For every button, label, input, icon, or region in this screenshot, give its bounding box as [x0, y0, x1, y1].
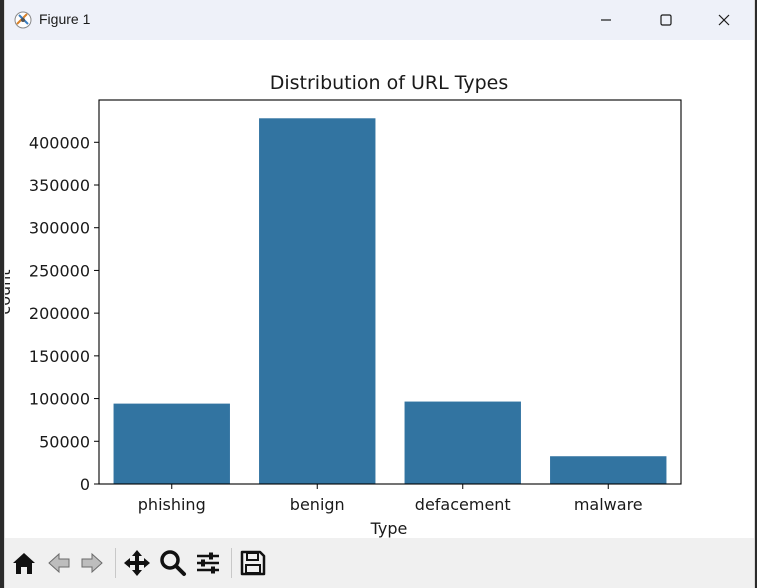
bar-chart: Distribution of URL Types 0 50000 100000 15…: [5, 72, 682, 538]
title-bar: Figure 1: [5, 0, 754, 40]
x-tick-label: phishing: [138, 495, 206, 514]
zoom-magnifier-icon: [160, 550, 186, 576]
figure-window: Figure 1 Distribution of URL Types 0 5000…: [4, 0, 755, 588]
matplotlib-figure-icon: [13, 10, 33, 30]
bar-defacement: [404, 401, 521, 484]
navigation-toolbar: [5, 538, 754, 588]
toolbar-separator: [231, 548, 232, 578]
x-tick-label: benign: [290, 495, 345, 514]
y-axis-label: count: [5, 269, 14, 314]
maximize-button[interactable]: [643, 0, 689, 40]
pan-move-icon: [124, 550, 150, 576]
back-button[interactable]: [42, 546, 76, 580]
minimize-icon: [601, 19, 611, 21]
bar-benign: [259, 118, 376, 484]
home-button[interactable]: [7, 546, 41, 580]
figure-canvas[interactable]: Distribution of URL Types 0 50000 100000 15…: [5, 40, 754, 538]
axes-frame: [98, 99, 682, 485]
y-tick-label: 250000: [29, 261, 90, 280]
y-tick-label: 0: [80, 475, 90, 494]
maximize-icon: [660, 14, 672, 26]
configure-subplots-button[interactable]: [191, 546, 225, 580]
y-tick-label: 150000: [29, 347, 90, 366]
chart-title: Distribution of URL Types: [270, 72, 509, 94]
x-tick-label: defacement: [415, 495, 511, 514]
home-icon: [13, 553, 35, 574]
y-tick-label: 100000: [29, 390, 90, 409]
pan-button[interactable]: [120, 546, 154, 580]
x-tick-label: malware: [574, 495, 643, 514]
window-title: Figure 1: [39, 11, 91, 27]
back-arrow-icon: [48, 552, 70, 574]
y-tick-label: 350000: [29, 176, 90, 195]
y-tick-label: 50000: [39, 432, 90, 451]
save-floppy-icon: [240, 550, 266, 576]
close-button[interactable]: [701, 0, 747, 40]
save-button[interactable]: [236, 546, 270, 580]
y-tick-label: 300000: [29, 219, 90, 238]
bar-phishing: [113, 403, 230, 484]
forward-arrow-icon: [81, 552, 103, 574]
minimize-button[interactable]: [583, 0, 629, 40]
toolbar-separator: [115, 548, 116, 578]
x-axis-label: Type: [370, 519, 408, 538]
y-tick-label: 400000: [29, 133, 90, 152]
bar-malware: [550, 456, 667, 484]
zoom-button[interactable]: [156, 546, 190, 580]
y-tick-label: 200000: [29, 304, 90, 323]
close-icon: [718, 14, 730, 26]
configure-subplots-icon: [197, 552, 219, 574]
forward-button[interactable]: [75, 546, 109, 580]
